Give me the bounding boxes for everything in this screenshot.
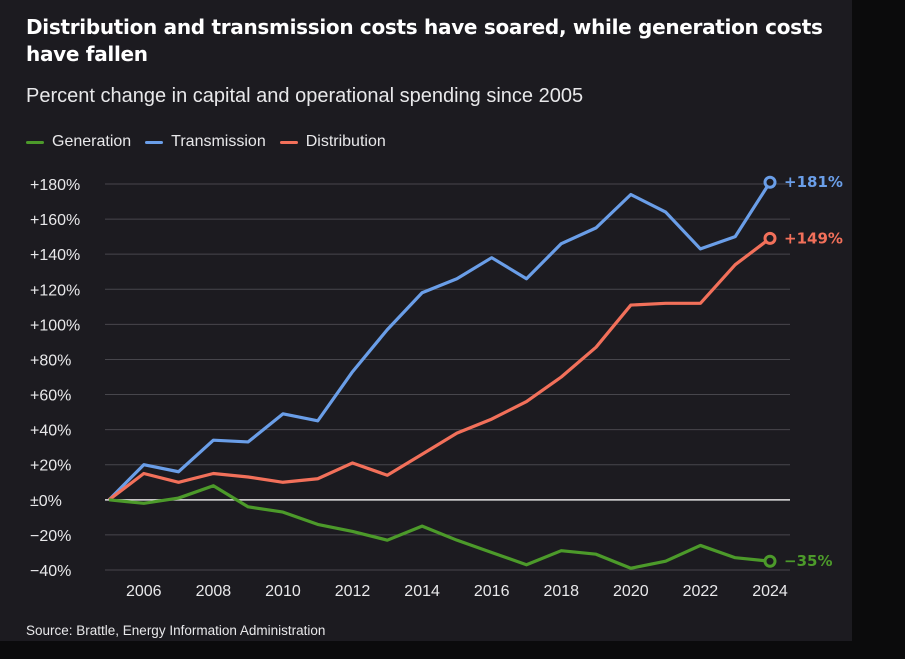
source-note: Source: Brattle, Energy Information Admi… — [26, 623, 326, 638]
y-tick-label: +60% — [30, 388, 71, 405]
x-tick-label: 2012 — [335, 583, 371, 600]
chart-panel — [0, 0, 852, 641]
legend-item-distribution: Distribution — [279, 133, 386, 151]
end-value-label: −35% — [784, 552, 832, 570]
x-tick-label: 2006 — [126, 583, 162, 600]
y-tick-label: −20% — [30, 528, 71, 545]
legend-label: Distribution — [305, 133, 386, 150]
legend-label: Transmission — [171, 133, 266, 150]
chart-subtitle: Percent change in capital and operationa… — [26, 85, 584, 107]
y-tick-label: ±0% — [30, 493, 62, 510]
x-tick-label: 2024 — [752, 583, 788, 600]
x-tick-label: 2014 — [404, 583, 440, 600]
y-tick-label: +160% — [30, 212, 80, 229]
y-tick-label: −40% — [30, 563, 71, 580]
y-tick-label: +180% — [30, 177, 80, 194]
legend-label: Generation — [52, 133, 132, 150]
y-tick-label: +100% — [30, 317, 80, 334]
y-tick-label: +80% — [30, 352, 71, 369]
end-marker — [763, 231, 777, 245]
y-tick-label: +140% — [30, 247, 80, 264]
legend-swatch — [145, 140, 164, 144]
legend-swatch — [26, 140, 44, 144]
x-tick-label: 2016 — [474, 583, 510, 600]
x-tick-label: 2010 — [265, 583, 301, 600]
end-marker — [763, 554, 777, 568]
series-line-transmission — [107, 181, 772, 501]
series-line-generation — [108, 484, 771, 570]
x-tick-label: 2022 — [683, 583, 719, 600]
chart-title: Distribution and transmission costs have… — [26, 15, 823, 66]
legend-item-generation: Generation — [26, 133, 131, 151]
x-tick-label: 2018 — [543, 583, 579, 600]
end-value-label: +149% — [784, 229, 843, 247]
y-tick-label: +40% — [30, 423, 71, 440]
legend: Generation Transmission Distribution — [26, 133, 386, 151]
legend-item-transmission: Transmission — [145, 133, 266, 151]
end-marker — [763, 175, 777, 189]
x-tick-label: 2008 — [196, 583, 232, 600]
x-tick-label: 2020 — [613, 583, 649, 600]
y-tick-label: +20% — [30, 458, 71, 475]
series-line-distribution — [108, 237, 771, 502]
y-tick-label: +120% — [30, 282, 80, 299]
end-value-label: +181% — [784, 173, 843, 191]
legend-swatch — [279, 140, 298, 144]
